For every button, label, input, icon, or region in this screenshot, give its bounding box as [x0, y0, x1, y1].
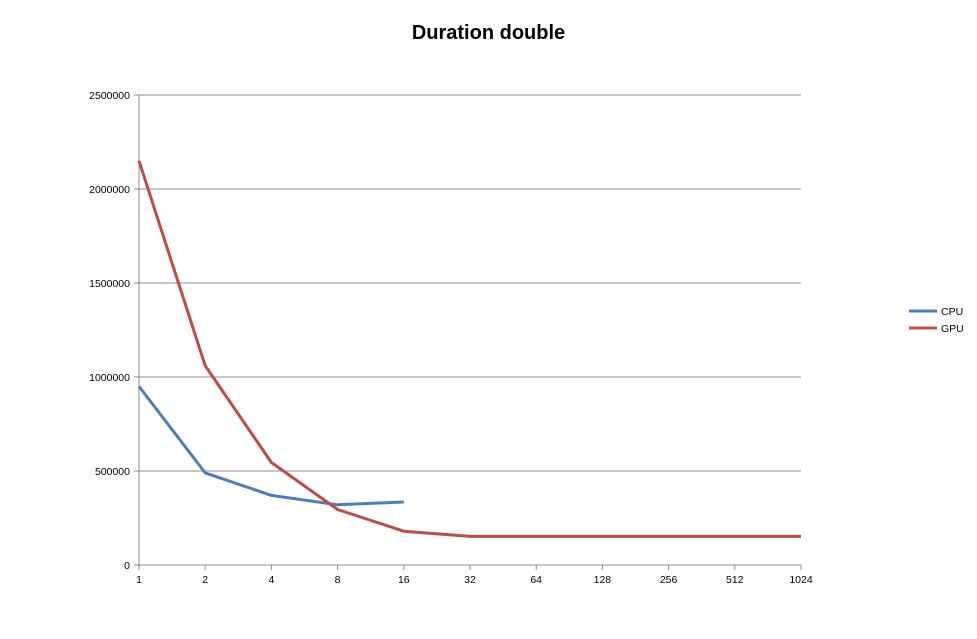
x-tick-label: 32 [464, 574, 476, 586]
series-line-cpu [137, 385, 404, 507]
x-tick-label: 1024 [789, 574, 813, 586]
x-axis-tick-labels: 1 2 4 8 16 32 64 128 256 512 1024 [136, 574, 813, 586]
legend: CPU GPU [909, 306, 964, 335]
y-axis-tick-labels: 0 500000 1000000 1500000 2000000 2500000 [89, 90, 130, 572]
x-tick-label: 2 [202, 574, 208, 586]
y-tick-label: 0 [124, 560, 130, 572]
series-line-gpu [137, 160, 801, 538]
x-tick-label: 128 [594, 574, 612, 586]
y-tick-label: 2000000 [89, 184, 130, 196]
x-tick-label: 64 [530, 574, 542, 586]
x-tick-label: 16 [398, 574, 410, 586]
y-tick-label: 500000 [95, 466, 130, 478]
chart-title: Duration double [411, 22, 566, 44]
x-tick-label: 4 [268, 574, 274, 586]
legend-label-cpu: CPU [941, 306, 963, 318]
x-tick-label: 1 [136, 574, 142, 586]
x-tick-label: 512 [726, 574, 744, 586]
y-tick-label: 1500000 [89, 278, 130, 290]
axes [134, 94, 802, 570]
x-tick-label: 256 [660, 574, 678, 586]
x-tick-label: 8 [335, 574, 341, 586]
legend-label-gpu: GPU [941, 323, 964, 335]
gridlines [139, 94, 801, 472]
series-lines [137, 160, 801, 538]
y-tick-label: 2500000 [89, 90, 130, 102]
y-tick-label: 1000000 [89, 372, 130, 384]
